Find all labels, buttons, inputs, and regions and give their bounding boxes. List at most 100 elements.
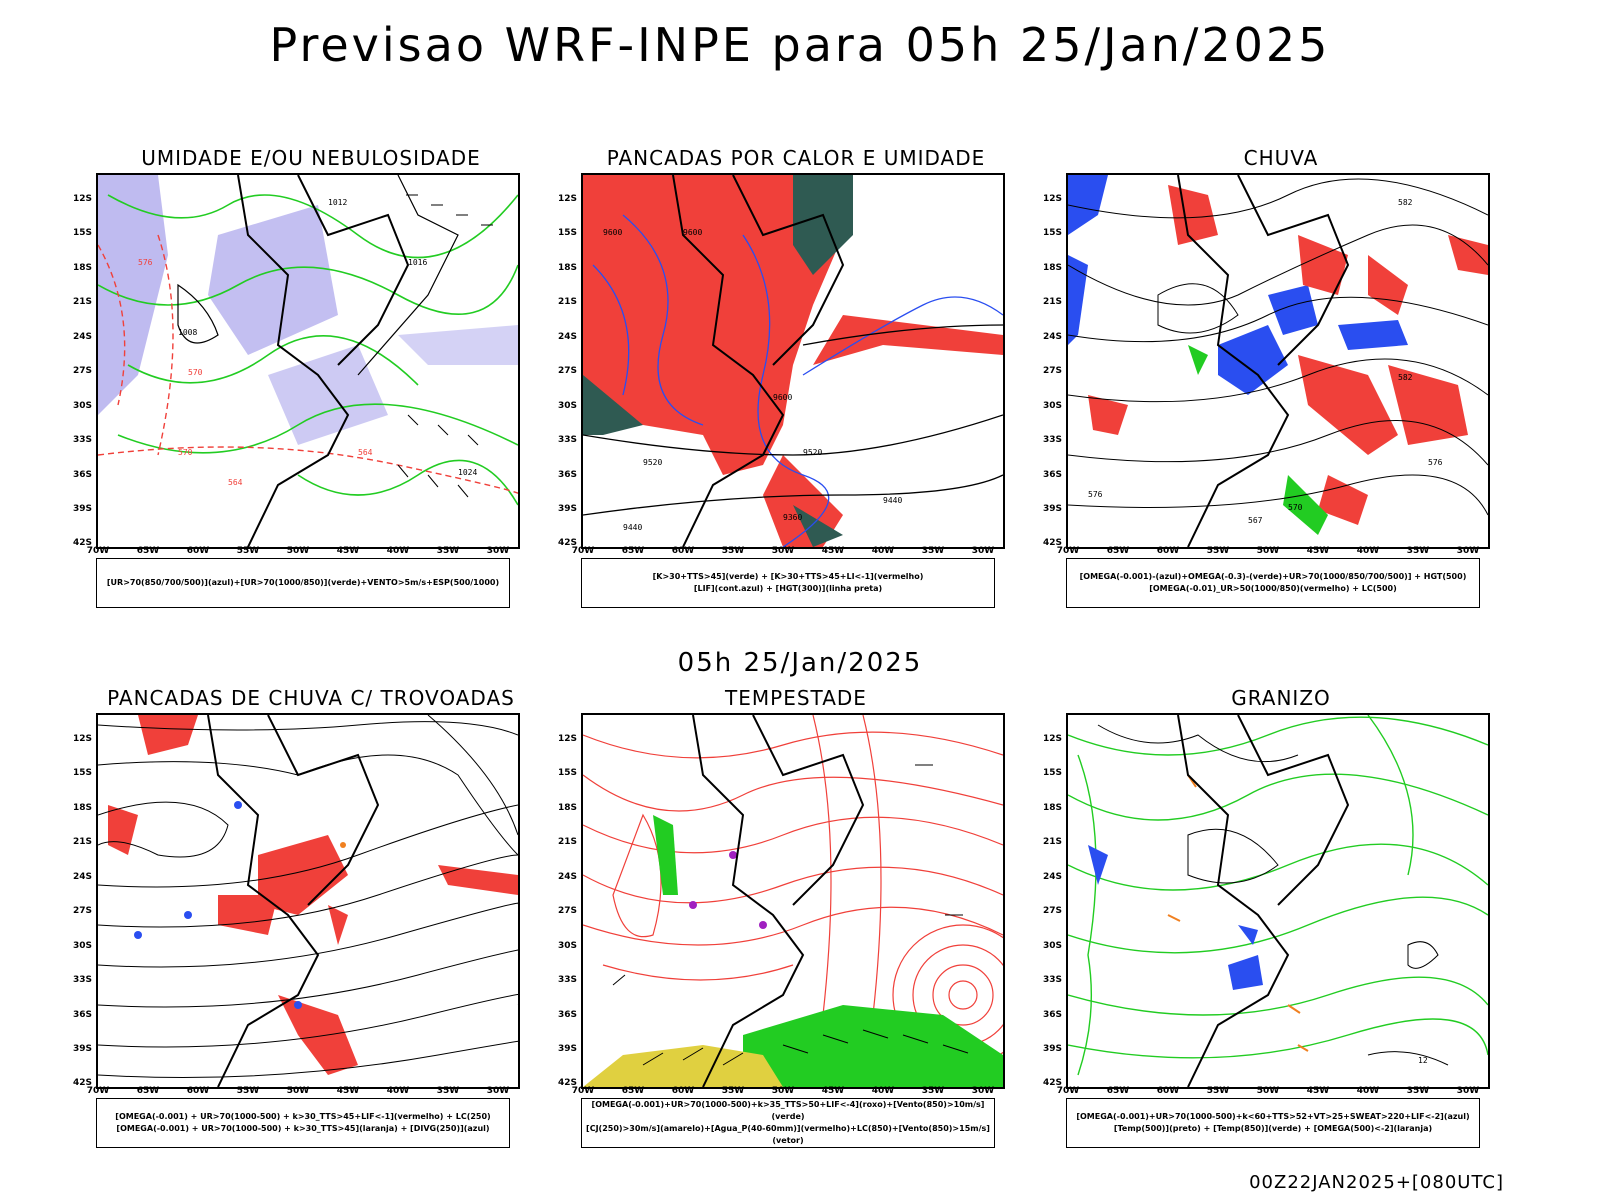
lat-label: 30S bbox=[72, 401, 92, 411]
panel-title: TEMPESTADE bbox=[725, 686, 867, 710]
svg-text:570: 570 bbox=[1288, 503, 1303, 512]
svg-text:9520: 9520 bbox=[803, 448, 822, 457]
lon-label: 30W bbox=[1456, 1086, 1480, 1096]
lat-label: 27S bbox=[557, 366, 577, 376]
svg-text:12: 12 bbox=[1418, 1056, 1428, 1065]
lat-label: 15S bbox=[557, 768, 577, 778]
lat-label: 42S bbox=[557, 1078, 577, 1088]
legend-line: [OMEGA(-0.001)+UR>70(1000-500)+k<60+TTS>… bbox=[1076, 1112, 1470, 1121]
map-layer: 9600 9600 9600 9520 9520 9440 9440 9360 bbox=[583, 175, 1003, 547]
svg-text:1012: 1012 bbox=[328, 198, 347, 207]
lon-label: 30W bbox=[971, 546, 995, 556]
lat-label: 24S bbox=[72, 332, 92, 342]
lon-label: 55W bbox=[1206, 546, 1230, 556]
svg-text:9440: 9440 bbox=[883, 496, 902, 505]
lat-label: 24S bbox=[1042, 872, 1062, 882]
page-title: Previsao WRF-INPE para 05h 25/Jan/2025 bbox=[269, 18, 1331, 72]
lat-label: 27S bbox=[1042, 906, 1062, 916]
lat-label: 12S bbox=[1042, 734, 1062, 744]
legend-line: [Temp(500)](preto) + [Temp(850)](verde) … bbox=[1113, 1124, 1433, 1133]
svg-text:9520: 9520 bbox=[643, 458, 662, 467]
legend-line: [OMEGA(-0.01)_UR>50(1000/850)(vermelho) … bbox=[1149, 584, 1397, 593]
map-layer bbox=[583, 715, 1003, 1087]
lon-label: 55W bbox=[721, 546, 745, 556]
lon-label: 60W bbox=[1156, 1086, 1180, 1096]
lon-label: 35W bbox=[1406, 546, 1430, 556]
map-area[interactable] bbox=[581, 713, 1005, 1089]
lat-label: 18S bbox=[557, 803, 577, 813]
lat-label: 39S bbox=[72, 504, 92, 514]
legend-line: [LIF](cont.azul) + [HGT(300)](linha pret… bbox=[693, 584, 883, 593]
map-area[interactable] bbox=[96, 713, 520, 1089]
svg-text:582: 582 bbox=[1398, 198, 1413, 207]
panel-legend: [K>30+TTS>45](verde) + [K>30+TTS>45+LI<-… bbox=[581, 558, 995, 608]
lat-label: 42S bbox=[1042, 538, 1062, 548]
lon-label: 60W bbox=[671, 1086, 695, 1096]
lat-label: 15S bbox=[72, 768, 92, 778]
lon-label: 65W bbox=[136, 1086, 160, 1096]
svg-text:570: 570 bbox=[178, 448, 193, 457]
lon-label: 60W bbox=[186, 546, 210, 556]
panel-umidade: UMIDADE E/OU NEBULOSIDADE 1012 1016 bbox=[56, 146, 566, 626]
lon-label: 45W bbox=[1306, 546, 1330, 556]
lon-label: 40W bbox=[871, 546, 895, 556]
lat-label: 33S bbox=[1042, 975, 1062, 985]
lon-label: 30W bbox=[971, 1086, 995, 1096]
lat-label: 42S bbox=[72, 538, 92, 548]
lon-label: 65W bbox=[1106, 546, 1130, 556]
lon-label: 30W bbox=[486, 1086, 510, 1096]
panel-tempestade: TEMPESTADE bbox=[541, 686, 1051, 1166]
svg-text:576: 576 bbox=[138, 258, 153, 267]
lon-label: 55W bbox=[721, 1086, 745, 1096]
svg-text:9600: 9600 bbox=[773, 393, 792, 402]
lon-label: 40W bbox=[386, 546, 410, 556]
lon-label: 70W bbox=[1056, 1086, 1080, 1096]
lon-label: 60W bbox=[1156, 546, 1180, 556]
panel-legend: [OMEGA(-0.001)+UR>70(1000-500)+k<60+TTS>… bbox=[1066, 1098, 1480, 1148]
lat-label: 39S bbox=[1042, 504, 1062, 514]
lat-label: 27S bbox=[72, 906, 92, 916]
lon-label: 65W bbox=[136, 546, 160, 556]
map-area[interactable]: 582 582 576 576 570 567 bbox=[1066, 173, 1490, 549]
lon-label: 65W bbox=[1106, 1086, 1130, 1096]
svg-text:570: 570 bbox=[188, 368, 203, 377]
lon-label: 45W bbox=[821, 546, 845, 556]
lon-label: 55W bbox=[236, 1086, 260, 1096]
legend-line: [OMEGA(-0.001) + UR>70(1000-500) + k>30_… bbox=[116, 1124, 490, 1133]
lon-label: 50W bbox=[286, 546, 310, 556]
lon-label: 65W bbox=[621, 546, 645, 556]
lat-label: 18S bbox=[1042, 263, 1062, 273]
lon-label: 35W bbox=[1406, 1086, 1430, 1096]
lat-label: 24S bbox=[557, 872, 577, 882]
svg-text:9360: 9360 bbox=[783, 513, 802, 522]
panel-title: PANCADAS POR CALOR E UMIDADE bbox=[606, 146, 986, 170]
svg-text:1008: 1008 bbox=[178, 328, 197, 337]
svg-text:582: 582 bbox=[1398, 373, 1413, 382]
panel-legend: [OMEGA(-0.001)-(azul)+OMEGA(-0.3)-(verde… bbox=[1066, 558, 1480, 608]
map-area[interactable]: 9600 9600 9600 9520 9520 9440 9440 9360 bbox=[581, 173, 1005, 549]
panel-legend: [OMEGA(-0.001) + UR>70(1000-500) + k>30_… bbox=[96, 1098, 510, 1148]
lat-label: 21S bbox=[557, 837, 577, 847]
lon-label: 70W bbox=[571, 1086, 595, 1096]
lat-label: 33S bbox=[72, 435, 92, 445]
panel-title: UMIDADE E/OU NEBULOSIDADE bbox=[141, 146, 481, 170]
map-area[interactable]: 12 bbox=[1066, 713, 1490, 1089]
lon-label: 70W bbox=[1056, 546, 1080, 556]
panel-legend: [UR>70(850/700/500)](azul)+[UR>70(1000/8… bbox=[96, 558, 510, 608]
lat-label: 24S bbox=[557, 332, 577, 342]
lat-label: 24S bbox=[1042, 332, 1062, 342]
lat-label: 18S bbox=[1042, 803, 1062, 813]
lat-label: 36S bbox=[557, 1010, 577, 1020]
lat-label: 33S bbox=[557, 975, 577, 985]
lon-label: 60W bbox=[186, 1086, 210, 1096]
lon-label: 40W bbox=[1356, 546, 1380, 556]
map-area[interactable]: 1012 1016 1008 1024 576 570 570 564 564 bbox=[96, 173, 520, 549]
lat-label: 39S bbox=[72, 1044, 92, 1054]
svg-text:9440: 9440 bbox=[623, 523, 642, 532]
lon-label: 70W bbox=[86, 1086, 110, 1096]
lat-label: 36S bbox=[1042, 470, 1062, 480]
lon-label: 40W bbox=[1356, 1086, 1380, 1096]
lat-label: 33S bbox=[557, 435, 577, 445]
lat-label: 15S bbox=[1042, 768, 1062, 778]
lon-label: 30W bbox=[486, 546, 510, 556]
